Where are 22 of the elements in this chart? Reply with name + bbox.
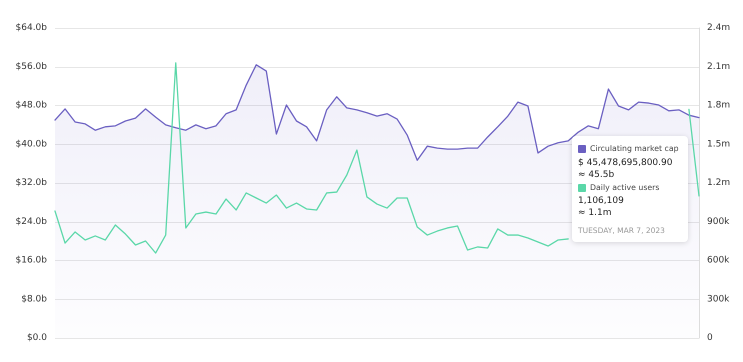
annotation: ≈ 1.1m — [578, 207, 612, 220]
y-tick-label: $32.0b — [16, 178, 48, 188]
y2-tick-label: 300k — [707, 294, 730, 304]
y2-tick-label: 600k — [707, 256, 730, 266]
annotation: $ 45,478,695,800.90 — [578, 156, 674, 169]
annotation: 1,106,109 — [578, 195, 625, 208]
y-tick-label: $48.0b — [16, 100, 48, 110]
annotation: ≈ 45.5b — [578, 168, 616, 181]
y2-tick-label: 2.4m — [707, 23, 730, 33]
y-tick-label: $0.0 — [26, 333, 48, 343]
y-tick-label: $40.0b — [16, 139, 48, 150]
y-tick-label: $56.0b — [16, 62, 48, 72]
y-tick-label: $8.0b — [21, 294, 48, 304]
y2-tick-label: 1.2m — [707, 178, 730, 188]
y2-tick-label: 1.8m — [707, 100, 730, 110]
y2-tick-label: 900k — [707, 216, 730, 227]
y2-tick-label: 0 — [707, 333, 713, 343]
y-tick-label: $16.0b — [16, 256, 48, 266]
y2-tick-label: 2.1m — [707, 62, 730, 72]
y2-tick-label: 1.5m — [707, 139, 730, 150]
y-tick-label: $24.0b — [16, 216, 48, 227]
y-tick-label: $64.0b — [16, 23, 48, 33]
